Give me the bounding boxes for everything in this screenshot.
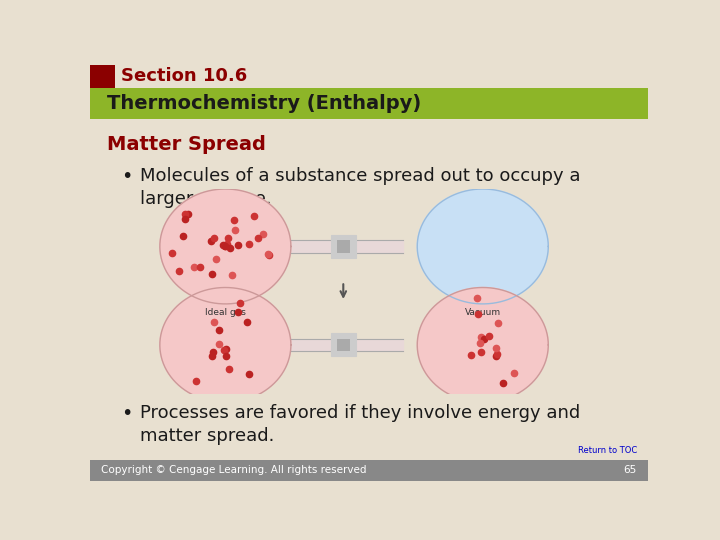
Bar bbox=[337, 240, 350, 253]
Bar bbox=[337, 339, 350, 351]
FancyBboxPatch shape bbox=[90, 87, 648, 119]
Polygon shape bbox=[160, 189, 291, 304]
Text: Processes are favored if they involve energy and
matter spread.: Processes are favored if they involve en… bbox=[140, 404, 580, 446]
Polygon shape bbox=[418, 287, 549, 402]
Bar bbox=[330, 235, 356, 258]
Text: Molecules of a substance spread out to occupy a
larger volume.: Molecules of a substance spread out to o… bbox=[140, 167, 581, 208]
Text: Copyright © Cengage Learning. All rights reserved: Copyright © Cengage Learning. All rights… bbox=[101, 465, 366, 475]
Text: Matter Spread: Matter Spread bbox=[107, 136, 266, 154]
Text: •: • bbox=[121, 167, 132, 186]
Bar bbox=[330, 334, 356, 356]
Polygon shape bbox=[418, 189, 549, 304]
FancyBboxPatch shape bbox=[90, 65, 115, 87]
Text: 65: 65 bbox=[624, 465, 637, 475]
Text: •: • bbox=[121, 404, 132, 423]
Text: Ideal gas: Ideal gas bbox=[205, 308, 246, 317]
Text: Return to TOC: Return to TOC bbox=[577, 446, 637, 455]
Text: Thermochemistry (Enthalpy): Thermochemistry (Enthalpy) bbox=[107, 94, 421, 113]
FancyBboxPatch shape bbox=[90, 460, 648, 481]
FancyBboxPatch shape bbox=[90, 65, 648, 87]
Text: Vacuum: Vacuum bbox=[464, 308, 501, 317]
Text: Section 10.6: Section 10.6 bbox=[121, 68, 247, 85]
Polygon shape bbox=[160, 287, 291, 402]
